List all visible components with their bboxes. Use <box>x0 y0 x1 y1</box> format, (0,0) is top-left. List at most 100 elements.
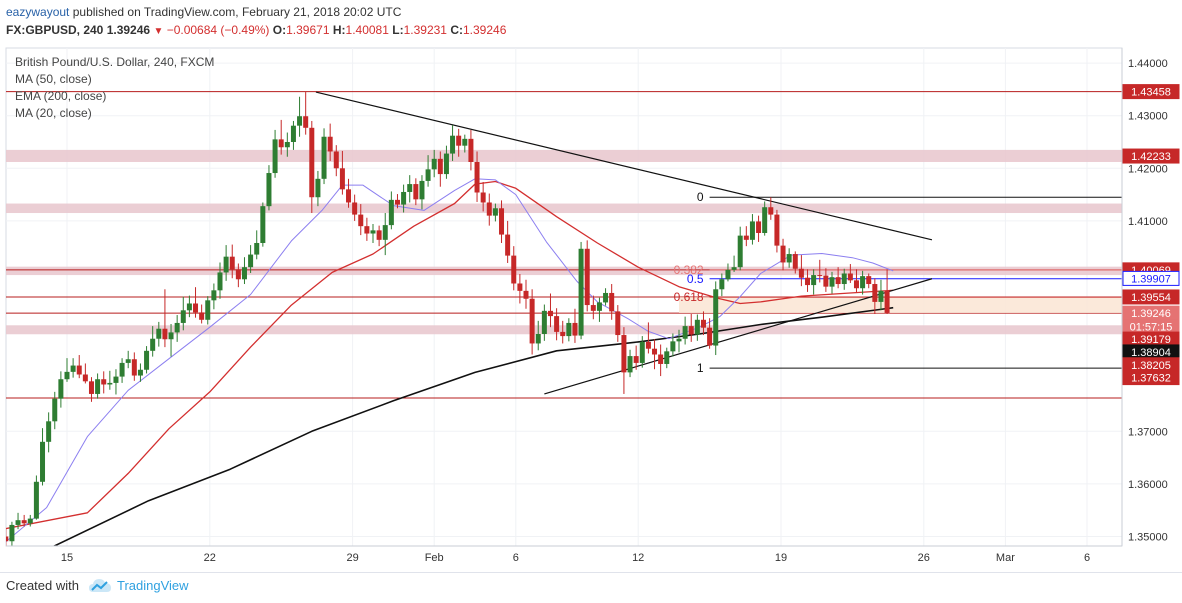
candle <box>603 288 609 306</box>
close-value: 1.39246 <box>463 23 507 37</box>
candle <box>119 358 125 383</box>
candle <box>125 350 131 369</box>
candle-body <box>186 303 192 311</box>
candle-body <box>199 312 205 320</box>
candle <box>884 269 890 315</box>
candle <box>670 333 676 357</box>
candle-body <box>823 275 829 287</box>
candle-body <box>768 207 774 215</box>
sr-zone-3 <box>6 325 1122 335</box>
candle <box>9 521 15 546</box>
candle-body <box>297 116 303 126</box>
candle-body <box>205 300 211 320</box>
candle <box>205 296 211 325</box>
candle <box>860 270 866 295</box>
candle <box>529 289 535 355</box>
price-label-text: 01:57:15 <box>1130 321 1173 333</box>
candle <box>468 129 474 171</box>
candle-body <box>505 234 511 256</box>
candle-body <box>829 277 835 287</box>
candle-body <box>88 381 94 394</box>
y-tick-label: 1.41000 <box>1128 216 1168 228</box>
candle-body <box>694 319 700 335</box>
candle-body <box>358 214 364 227</box>
candle <box>645 322 651 354</box>
candle-body <box>529 298 535 344</box>
candle <box>376 225 382 247</box>
candle <box>425 155 431 187</box>
candle <box>456 128 462 157</box>
candle <box>725 263 731 282</box>
candle-body <box>792 254 798 269</box>
legend-ma20[interactable]: MA (20, close) <box>15 106 92 120</box>
candle <box>872 278 878 315</box>
author-link[interactable]: eazywayout <box>6 5 70 19</box>
candle-body <box>150 338 156 351</box>
candle-body <box>756 221 762 233</box>
candle-body <box>162 328 168 340</box>
candle <box>278 119 284 155</box>
candle-body <box>180 310 186 323</box>
candle <box>388 191 394 230</box>
price-label: 1.38904 <box>1122 344 1180 360</box>
legend-ma50[interactable]: MA (50, close) <box>15 72 92 86</box>
candle <box>743 226 749 247</box>
sr-zone-2 <box>6 266 1122 276</box>
candle <box>266 165 272 211</box>
chart-title: British Pound/U.S. Dollar, 240, FXCM <box>15 55 215 69</box>
x-tick-label: Feb <box>425 552 444 564</box>
tradingview-brand-link[interactable]: TradingView <box>117 578 189 593</box>
price-label: 1.39554 <box>1122 289 1180 305</box>
candle-body <box>95 379 101 394</box>
candle <box>6 528 9 546</box>
ma20-line <box>6 178 894 543</box>
candle <box>303 92 309 135</box>
candle <box>21 514 27 527</box>
last-price: 1.39246 <box>106 23 151 37</box>
price-label-bg <box>1122 84 1180 100</box>
footer: Created with TradingView <box>0 572 1182 603</box>
price-change: −0.00684 (−0.49%) <box>166 23 270 37</box>
candle <box>88 377 94 402</box>
candle-body <box>547 310 553 317</box>
low-value: 1.39231 <box>403 23 447 37</box>
price-chart[interactable]: 0 0.3820.5 0.618 1 1.44000 1.43000 1.42000 1.41… <box>0 40 1182 572</box>
candle-body <box>443 153 449 175</box>
candle-body <box>639 341 645 363</box>
candle <box>572 308 578 343</box>
candle-body <box>21 520 27 524</box>
candle-body <box>6 536 9 542</box>
candle-body <box>425 169 431 181</box>
candle <box>394 194 400 209</box>
candle-body <box>535 333 541 344</box>
price-label: 1.39907 <box>1122 270 1180 286</box>
candle <box>180 296 186 331</box>
candle <box>847 264 853 283</box>
created-with-label: Created with <box>6 578 79 593</box>
candle-body <box>321 136 327 179</box>
high-value: 1.40081 <box>345 23 389 37</box>
legend-ema200[interactable]: EMA (200, close) <box>15 89 107 103</box>
candle-body <box>456 135 462 146</box>
candle <box>554 308 560 341</box>
candle-body <box>468 138 474 162</box>
candle-body <box>431 158 437 170</box>
candle-body <box>860 276 866 289</box>
tradingview-cloud-icon[interactable] <box>88 577 112 595</box>
candle-body <box>658 354 664 364</box>
candle-body <box>554 316 560 332</box>
candle <box>878 279 884 311</box>
candle <box>254 230 260 260</box>
candle-body <box>346 189 352 203</box>
candle <box>137 363 143 382</box>
candle-body <box>676 338 682 342</box>
open-label: O: <box>272 23 287 37</box>
candle-body <box>64 371 70 380</box>
x-tick-label: 6 <box>1084 552 1090 564</box>
candle-body <box>407 184 413 192</box>
price-label-bg <box>1122 148 1180 164</box>
candle <box>168 323 174 357</box>
candle-body <box>884 290 890 313</box>
candle-body <box>58 379 64 399</box>
candle-body <box>541 310 547 334</box>
